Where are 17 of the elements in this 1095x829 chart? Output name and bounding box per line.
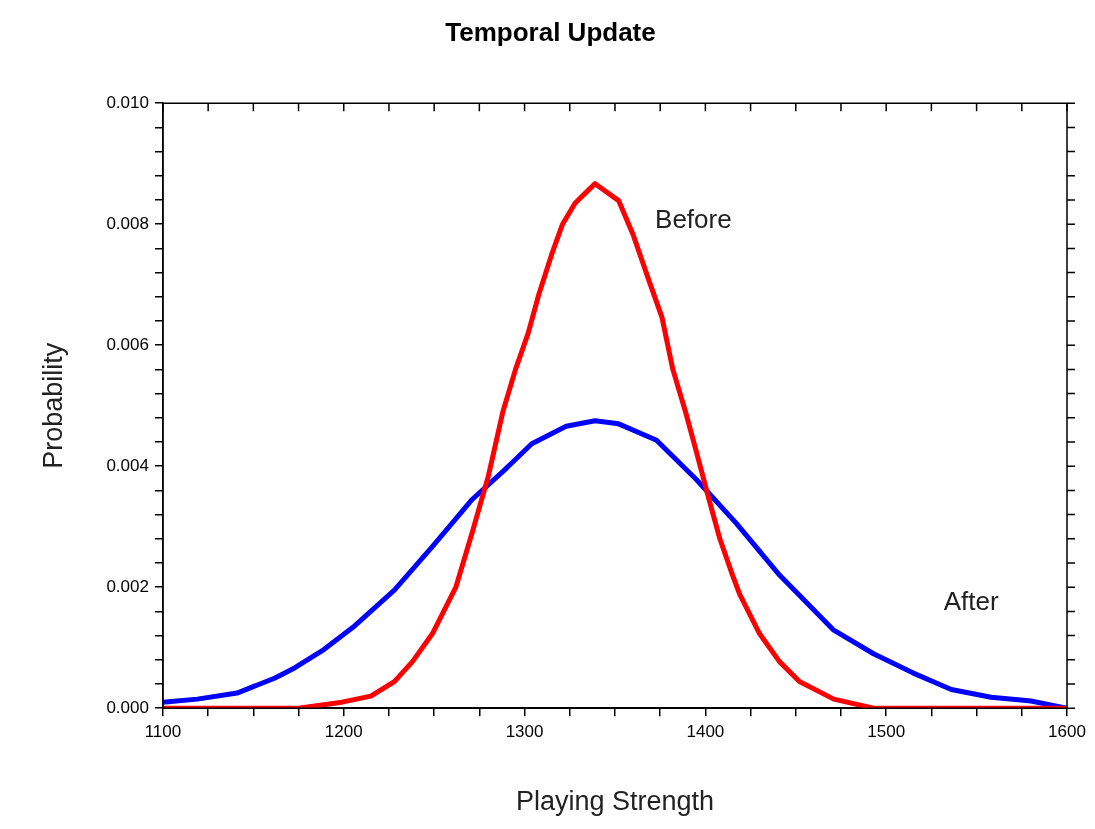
x-tick-label: 1400 [686,722,725,742]
series-label: Before [655,203,732,234]
x-tick-label: 1100 [144,722,182,742]
x-tick-label: 1600 [1048,722,1086,742]
y-tick-label: 0.008 [106,213,149,233]
x-axis-title: Playing Strength [515,786,715,817]
y-tick-label: 0.004 [106,455,149,475]
y-axis-title: Probability [37,342,68,469]
x-tick-label: 1500 [867,722,906,742]
chart-title: Temporal Update [445,16,656,47]
x-tick-label: 1200 [324,722,363,742]
y-tick-label: 0.002 [106,576,149,596]
y-tick-label: 0.006 [106,334,149,354]
y-tick-label: 0.000 [106,697,149,717]
x-tick-label: 1300 [505,722,544,742]
y-tick-label: 0.010 [106,92,149,112]
text: After [943,585,999,616]
